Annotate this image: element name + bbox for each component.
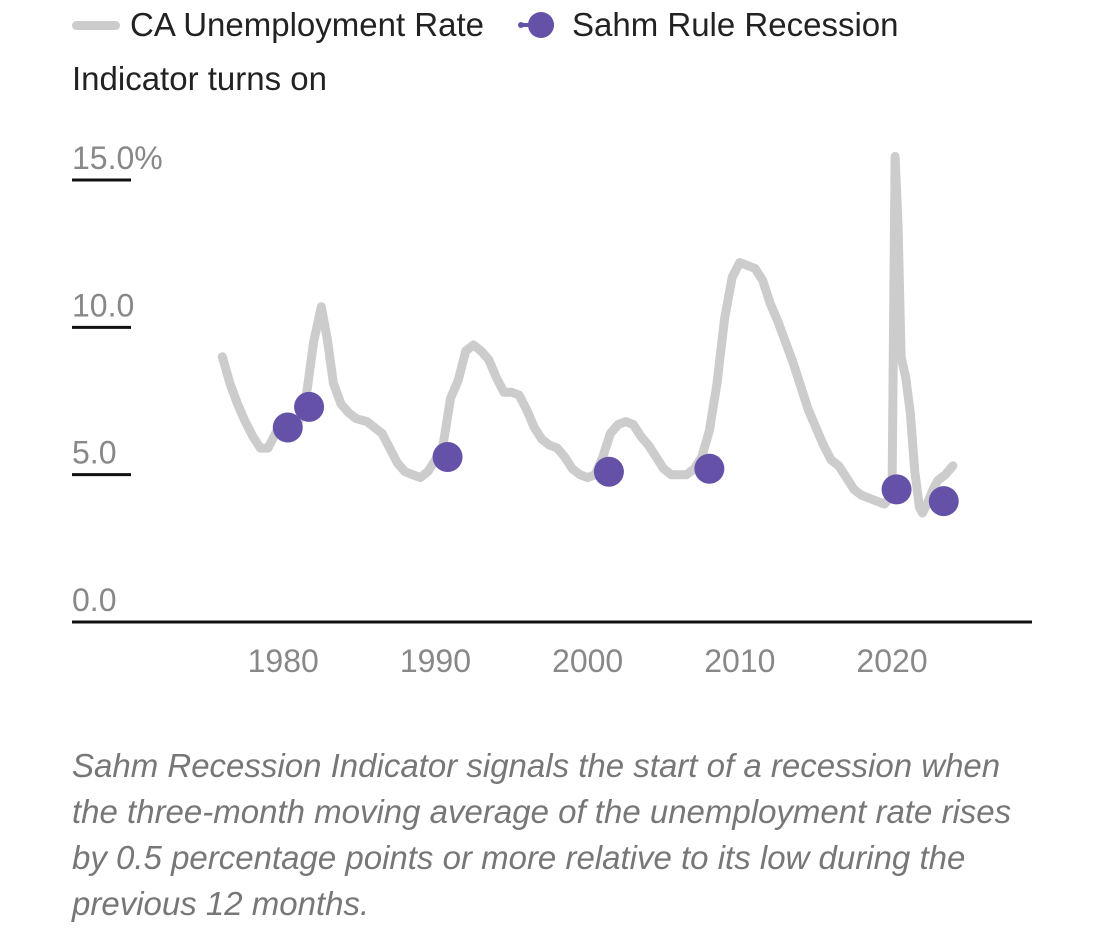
- sahm-rule-point: [272, 412, 303, 443]
- x-tick-label: 1990: [400, 643, 471, 679]
- sahm-rule-point: [432, 441, 463, 472]
- sahm-rule-point: [694, 453, 725, 484]
- x-tick-label: 1980: [248, 643, 319, 679]
- sahm-rule-point: [928, 486, 959, 517]
- y-tick-label: 0.0: [72, 582, 116, 618]
- chart-note: Sahm Recession Indicator signals the sta…: [72, 747, 1012, 922]
- legend: CA Unemployment Rate Sahm Rule Recession…: [72, 4, 1072, 98]
- unemployment-chart: 0.0 5.0 10.0 15.0% 1980 1990 2000 2010 2020: [72, 140, 1032, 679]
- legend-point-dot: [528, 12, 554, 38]
- x-tick-label: 2010: [704, 643, 775, 679]
- y-tick-label: 5.0: [72, 435, 116, 471]
- legend-point-label-continued: Indicator turns on: [72, 60, 327, 97]
- legend-line-swatch: [72, 20, 120, 30]
- legend-point-label: Sahm Rule Recession: [572, 6, 899, 43]
- sahm-rule-point: [593, 456, 624, 487]
- sahm-rule-point: [294, 391, 325, 422]
- y-tick-label: 15.0%: [72, 140, 163, 176]
- sahm-rule-point: [881, 474, 912, 505]
- x-tick-label: 2000: [552, 643, 623, 679]
- legend-point-swatch: [518, 12, 558, 38]
- y-tick-label: 10.0: [72, 287, 134, 323]
- x-tick-label: 2020: [856, 643, 927, 679]
- legend-point-small-dot: [518, 22, 524, 28]
- unemployment-rate-line: [217, 151, 958, 518]
- legend-line-label: CA Unemployment Rate: [130, 6, 484, 43]
